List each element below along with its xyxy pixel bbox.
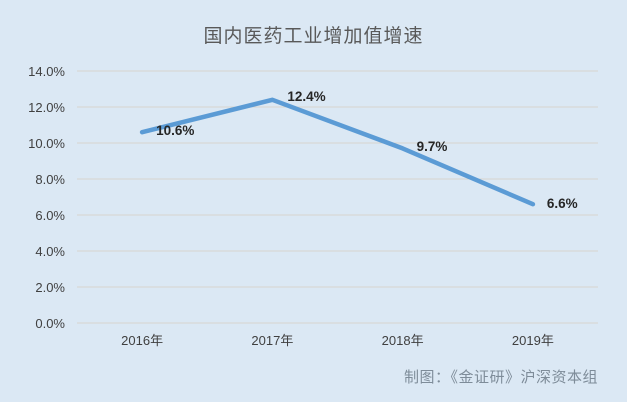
x-axis-tick-label: 2018年	[381, 333, 424, 348]
y-axis-tick-label: 10.0%	[28, 135, 65, 151]
y-axis-tick-label: 6.0%	[35, 207, 65, 223]
y-axis-tick-label: 14.0%	[28, 63, 65, 79]
attribution-text: 制图：《金证研》沪深资本组	[403, 369, 598, 386]
chart-title: 国内医药工业增加值增速	[203, 26, 424, 47]
y-axis-tick-label: 2.0%	[35, 279, 65, 295]
x-axis-tick-label: 2017年	[251, 333, 294, 348]
y-axis-tick-label: 12.0%	[28, 99, 65, 115]
x-axis-tick-label: 2019年	[511, 333, 554, 348]
data-point-label: 10.6%	[156, 123, 195, 139]
y-axis-tick-label: 4.0%	[35, 243, 65, 259]
series-line	[139, 97, 536, 207]
data-point-label: 12.4%	[287, 88, 326, 104]
y-axis-tick-label: 0.0%	[35, 315, 65, 331]
x-axis-tick-label: 2016年	[121, 333, 164, 348]
data-point-label: 6.6%	[546, 196, 578, 212]
data-point-label: 9.7%	[416, 139, 448, 155]
gridlines	[77, 70, 598, 324]
y-axis-tick-label: 8.0%	[35, 171, 65, 187]
